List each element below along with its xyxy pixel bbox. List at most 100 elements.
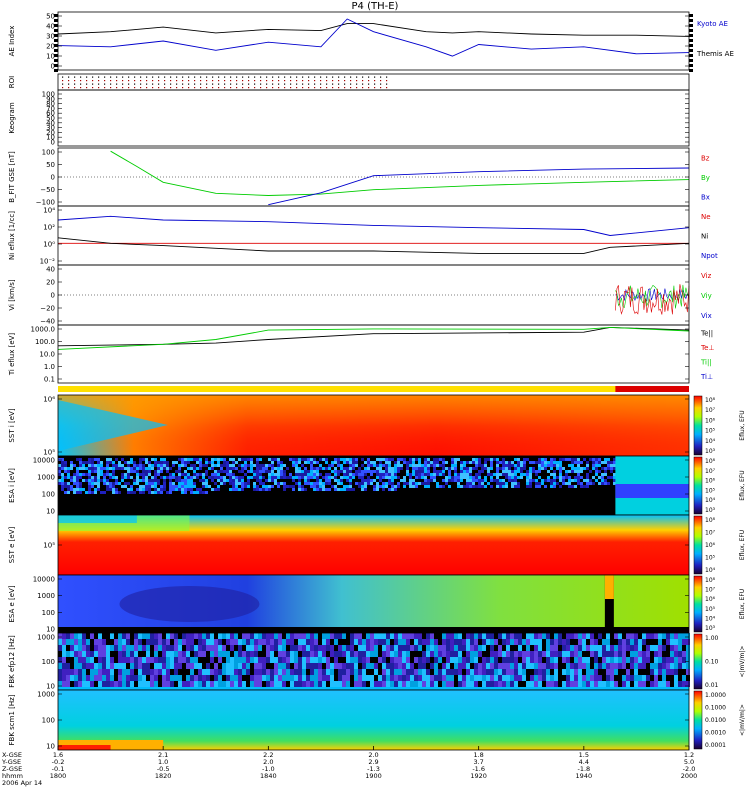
ytick-velocity: 0 [51, 292, 55, 300]
colorbar-sst_i [693, 395, 703, 456]
xaxis-row-label: X-GSE [2, 751, 22, 759]
ytick-velocity: 40 [46, 266, 55, 274]
xaxis-tick-label: 1940 [576, 772, 593, 780]
series-ae-themisae [57, 18, 690, 57]
xaxis-tick-label: 2.0 [368, 751, 378, 759]
xaxis-row-label: 2006 Apr 14 [2, 779, 42, 787]
ytick-esa_e: 1000 [37, 592, 55, 600]
legend-density: Npot [701, 252, 718, 260]
ytick-velocity: −20 [40, 305, 55, 313]
xaxis-tick-label: -1.8 [577, 765, 590, 773]
colorbar-esa_e [693, 575, 703, 633]
series-bfield-by [110, 150, 690, 196]
series-temperature-ti [57, 326, 690, 350]
ylabel-fbk_b: FBK scm1 [Hz] [8, 694, 16, 745]
ytick-keogram: 20 [46, 129, 55, 137]
colorbar-tick-sst_i: 10⁴ [705, 438, 716, 445]
ytick-fbk_b: 100 [42, 717, 55, 725]
colorbar-tick-sst_i: 10⁶ [705, 417, 716, 424]
xaxis-tick-label: -0.5 [157, 765, 170, 773]
xaxis-tick-label: -2.0 [683, 765, 696, 773]
ylabel-keogram: Keogram [8, 102, 16, 133]
xaxis-tick-label: 4.4 [579, 758, 589, 766]
ytick-velocity: −40 [40, 318, 55, 326]
ytick-esa_e: 10 [46, 626, 55, 634]
colorbar-tick-fbk_b: 1.0000 [705, 692, 726, 699]
xaxis-tick-label: 1920 [470, 772, 487, 780]
ytick-fbk_e: 100 [42, 658, 55, 666]
legend-bfield: Bx [701, 193, 710, 201]
ylabel-sst_i: SST i [eV] [8, 408, 16, 442]
colorbar-tick-esa_i: 10⁷ [705, 468, 716, 475]
ytick-esa_e: 10000 [33, 576, 55, 584]
xaxis-tick-label: 1800 [50, 772, 67, 780]
ytick-density: 10² [43, 224, 55, 232]
xaxis-tick-label: 1.5 [579, 751, 589, 759]
ytick-keogram: 80 [46, 100, 55, 108]
ytick-sst_i: 10⁶ [43, 396, 55, 404]
ylabel-sst_e: SST e [eV] [8, 526, 16, 563]
xaxis-row-label: hhmm [2, 772, 23, 780]
xaxis-tick-label: 1.2 [684, 751, 694, 759]
xaxis-tick-label: 1900 [365, 772, 382, 780]
legend-temperature: Te⊥ [700, 344, 715, 352]
ylabel-esa_i: ESA i [eV] [8, 468, 16, 503]
series-velocity-0 [615, 288, 690, 302]
ytick-keogram: 60 [46, 110, 55, 118]
mode-strip [58, 386, 689, 392]
ytick-ae: 50 [46, 13, 55, 21]
xaxis-tick-label: -0.2 [52, 758, 65, 766]
series-velocity-2 [615, 284, 690, 315]
colorbar-tick-fbk_b: 0.1000 [705, 705, 726, 712]
colorbar-tick-esa_e: 10⁸ [705, 577, 716, 584]
colorbar-tick-sst_e: 10⁸ [705, 517, 716, 524]
legend-velocity: Vix [701, 312, 712, 320]
colorbar-tick-fbk_b: 0.0001 [705, 742, 726, 749]
colorbar-fbk_e [693, 633, 703, 690]
ytick-keogram: 100 [42, 91, 55, 99]
colorbar-tick-sst_i: 10⁵ [705, 428, 716, 435]
legend-density: Ni [701, 233, 708, 241]
colorbar-label-sst_e: Eflux, EFU [739, 530, 746, 560]
ytick-esa_i: 100 [42, 491, 55, 499]
colorbar-tick-fbk_e: 1.00 [705, 635, 719, 642]
xaxis-tick-label: -1.3 [367, 765, 380, 773]
ytick-esa_i: 1000 [37, 474, 55, 482]
legend-velocity: Viy [701, 292, 712, 300]
colorbar-label-fbk_e: <|mV/m|> [739, 646, 746, 678]
ylabel-temperature: Ti eflux [eV] [8, 333, 16, 377]
xaxis-tick-label: 2.2 [263, 751, 273, 759]
ylabel-ae: AE Index [8, 26, 16, 57]
colorbar-tick-esa_e: 10⁷ [705, 587, 716, 594]
ytick-ae: 0 [51, 63, 55, 71]
ytick-ae: 40 [46, 23, 55, 31]
legend-bfield: By [701, 174, 710, 182]
ylabel-fbk_e: FBK efp12 [Hz] [8, 635, 16, 688]
xaxis-tick-label: -0.1 [52, 765, 65, 773]
colorbar-tick-esa_i: 10⁵ [705, 487, 716, 494]
xaxis-tick-label: 1.0 [158, 758, 168, 766]
colorbar-label-esa_i: Eflux, EFU [739, 470, 746, 500]
ytick-fbk_e: 1000 [37, 634, 55, 642]
legend-temperature: Te|| [700, 329, 713, 337]
xaxis-tick-label: 2.0 [263, 758, 273, 766]
ytick-sst_i: 10⁵ [43, 449, 55, 457]
ytick-esa_i: 10000 [33, 457, 55, 465]
colorbar-tick-sst_i: 10³ [705, 448, 716, 455]
ytick-esa_e: 100 [42, 609, 55, 617]
ytick-density: 10⁰ [43, 241, 55, 249]
series-temperature-te [57, 326, 690, 347]
ytick-ae: 10 [46, 53, 55, 61]
ytick-keogram: 50 [46, 115, 55, 123]
colorbar-tick-fbk_b: 0.0100 [705, 717, 726, 724]
xaxis-tick-label: 2.1 [158, 751, 168, 759]
xaxis-row-label: Z-GSE [2, 765, 22, 773]
colorbar-tick-sst_e: 10⁷ [705, 530, 716, 537]
legend-ae: Themis AE [696, 50, 734, 58]
colorbar-label-sst_i: Eflux, EFU [739, 410, 746, 440]
xaxis-tick-label: 3.7 [473, 758, 483, 766]
ytick-temperature: 100.0 [35, 338, 55, 346]
ylabel-bfield: B_FIT GSE [nT] [8, 151, 16, 203]
ytick-temperature: 1.0 [44, 363, 55, 371]
